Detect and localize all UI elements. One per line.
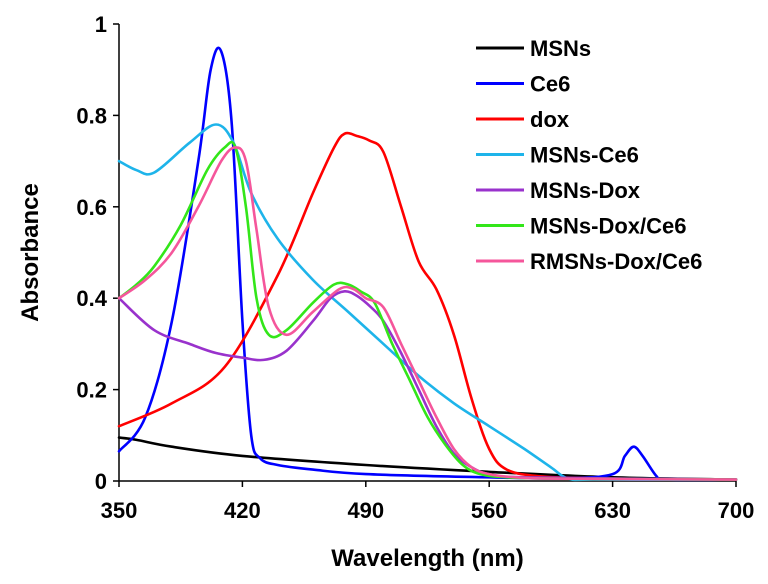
y-tick-label: 0.8 xyxy=(76,103,107,128)
y-tick-label: 1 xyxy=(95,12,107,37)
y-tick-label: 0.4 xyxy=(76,286,107,311)
legend-label-msns: MSNs xyxy=(530,36,591,61)
axes: 0 0.2 0.4 0.6 0.8 1 350 420 490 560 630 700 xyxy=(76,12,754,523)
y-tick-label: 0.2 xyxy=(76,378,107,403)
series-line-rmsns-dox-ce6 xyxy=(117,146,738,481)
legend-label-ce6: Ce6 xyxy=(530,72,570,97)
x-tick-label: 350 xyxy=(101,498,138,523)
legend: MSNs Ce6 dox MSNs-Ce6 MSNs-Dox MSNs-Dox/Ce6 RM… xyxy=(476,36,702,274)
series-line-ce6 xyxy=(117,46,738,482)
y-tick-label: 0 xyxy=(95,469,107,494)
legend-label-msns-ce6: MSNs-Ce6 xyxy=(530,143,639,168)
y-tick-label: 0.6 xyxy=(76,195,107,220)
y-axis-title: Absorbance xyxy=(17,183,44,322)
plot-area xyxy=(117,46,738,482)
series-line-msns-ce6 xyxy=(117,123,738,482)
series-line-dox xyxy=(117,131,738,481)
x-tick-label: 490 xyxy=(347,498,384,523)
series-line-msns-dox-ce6 xyxy=(117,140,738,481)
x-tick-label: 560 xyxy=(471,498,508,523)
legend-label-msns-dox-ce6: MSNs-Dox/Ce6 xyxy=(530,214,686,239)
legend-label-msns-dox: MSNs-Dox xyxy=(530,178,641,203)
x-tick-label: 630 xyxy=(594,498,631,523)
x-tick-label: 420 xyxy=(224,498,261,523)
x-tick-label: 700 xyxy=(718,498,755,523)
legend-label-rmsns-dox-ce6: RMSNs-Dox/Ce6 xyxy=(530,249,702,274)
x-axis-title: Wavelength (nm) xyxy=(331,545,523,572)
legend-label-dox: dox xyxy=(530,107,570,132)
